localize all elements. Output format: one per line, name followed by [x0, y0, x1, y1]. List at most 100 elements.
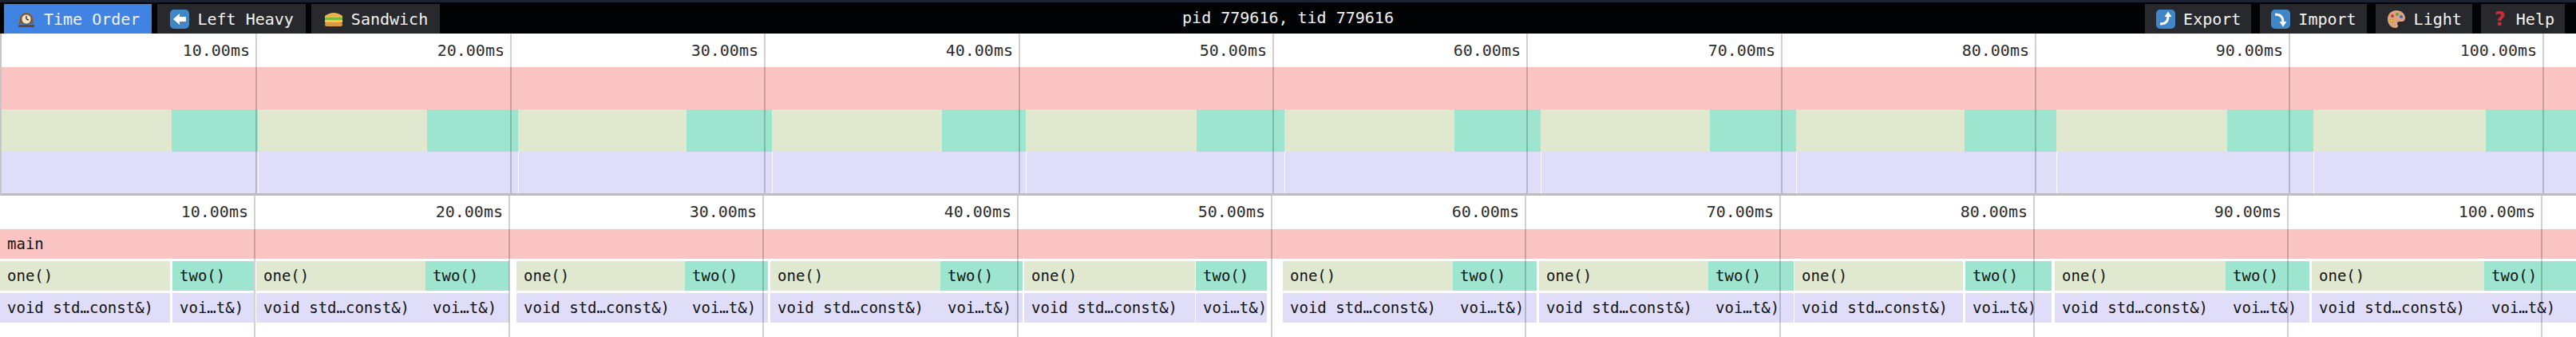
frame-sleep-one[interactable]: void std…const&)	[770, 293, 940, 323]
minimap-frame-one[interactable]	[258, 109, 427, 152]
frame-sleep-two[interactable]: voi…t&)	[425, 293, 509, 323]
frame-one[interactable]: one()	[770, 261, 940, 291]
frame-two[interactable]: two()	[2226, 261, 2309, 291]
frame-sleep-one[interactable]: void std…const&)	[1794, 293, 1963, 323]
minimap-row-sleep[interactable]	[2, 152, 2576, 193]
frame-sleep-one[interactable]: void std…const&)	[1283, 293, 1453, 323]
frame-two[interactable]: two()	[1453, 261, 1537, 291]
frame-sleep-two[interactable]: voi…t&)	[172, 293, 254, 323]
frame-main[interactable]: main	[0, 229, 2576, 259]
frame-two[interactable]: two()	[1965, 261, 2052, 291]
minimap-frame-one[interactable]	[1796, 109, 1965, 152]
minimap-section[interactable]: 10.00ms20.00ms30.00ms40.00ms50.00ms60.00…	[0, 34, 2576, 196]
ruler-tick-label: 10.00ms	[181, 196, 248, 228]
minimap-frame-two[interactable]	[1965, 109, 2056, 152]
frame-sleep-one[interactable]: void std…const&)	[0, 293, 170, 323]
tab-sandwich[interactable]: Sandwich	[311, 4, 440, 34]
clock-icon	[16, 9, 37, 30]
export-icon	[2155, 9, 2176, 30]
ruler-tick-label: 20.00ms	[437, 34, 505, 67]
frame-one[interactable]: one()	[1539, 261, 1708, 291]
frame-sleep-one[interactable]: void std…const&)	[1539, 293, 1708, 323]
minimap-frame-one[interactable]	[2056, 109, 2227, 152]
frame-one[interactable]: one()	[1794, 261, 1963, 291]
import-button[interactable]: Import	[2260, 4, 2366, 34]
minimap-frame-main[interactable]	[2, 67, 2576, 109]
flamechart-ruler[interactable]: 10.00ms20.00ms30.00ms40.00ms50.00ms60.00…	[0, 196, 2576, 228]
light-button[interactable]: Light	[2376, 4, 2472, 34]
button-label: Light	[2414, 10, 2462, 29]
ruler-tick-label: 90.00ms	[2214, 196, 2281, 228]
frame-sleep-one[interactable]: void std…const&)	[2055, 293, 2226, 323]
tab-time-order[interactable]: Time Order	[4, 4, 152, 34]
frame-label: void std…const&)	[1283, 293, 1453, 323]
frame-two[interactable]: two()	[425, 261, 509, 291]
minimap-frame-one[interactable]	[518, 109, 687, 152]
minimap-row-main[interactable]	[2, 67, 2576, 109]
minimap-frame-two[interactable]	[427, 109, 518, 152]
help-button[interactable]: ?Help	[2481, 4, 2565, 34]
frame-label: one()	[0, 261, 170, 291]
frame-sleep-one[interactable]: void std…const&)	[2312, 293, 2484, 323]
frame-sleep-two[interactable]: voi…t&)	[2226, 293, 2309, 323]
frame-one[interactable]: one()	[516, 261, 685, 291]
minimap-frame-two[interactable]	[172, 109, 258, 152]
ruler-tick-label: 70.00ms	[1707, 196, 1774, 228]
minimap-frame-two[interactable]	[1710, 109, 1796, 152]
minimap-frame-sleep[interactable]	[2, 152, 2576, 193]
minimap-flame[interactable]	[2, 67, 2576, 193]
frame-one[interactable]: one()	[256, 261, 425, 291]
minimap-frame-two[interactable]	[1454, 109, 1541, 152]
frame-sleep-one[interactable]: void std…const&)	[1024, 293, 1195, 323]
minimap-frame-one[interactable]	[2313, 109, 2486, 152]
frame-label: two()	[940, 261, 1023, 291]
minimap-frame-one[interactable]	[1026, 109, 1197, 152]
frame-sleep-two[interactable]: voi…t&)	[1965, 293, 2052, 323]
frame-one[interactable]: one()	[1283, 261, 1453, 291]
minimap-frame-two[interactable]	[2227, 109, 2313, 152]
frame-sleep-two[interactable]: voi…t&)	[1708, 293, 1794, 323]
frame-label: one()	[1024, 261, 1195, 291]
frame-two[interactable]: two()	[940, 261, 1023, 291]
minimap-frame-two[interactable]	[2486, 109, 2576, 152]
frame-one[interactable]: one()	[2312, 261, 2484, 291]
frame-two[interactable]: two()	[685, 261, 768, 291]
frame-label: void std…const&)	[1794, 293, 1963, 323]
toolbar-actions: Export Import Light ?Help	[2145, 4, 2565, 34]
frame-two[interactable]: two()	[1196, 261, 1267, 291]
flamechart-section[interactable]: 10.00ms20.00ms30.00ms40.00ms50.00ms60.00…	[0, 196, 2576, 337]
frame-two[interactable]: two()	[1708, 261, 1794, 291]
ruler-tick-label: 40.00ms	[946, 34, 1013, 67]
export-button[interactable]: Export	[2145, 4, 2251, 34]
speedscope-app: Time OrderLeft HeavySandwich pid 779616,…	[0, 0, 2576, 337]
frame-one[interactable]: one()	[1024, 261, 1195, 291]
frame-one[interactable]: one()	[0, 261, 170, 291]
minimap-frame-one[interactable]	[1541, 109, 1710, 152]
frame-sleep-two[interactable]: voi…t&)	[2484, 293, 2576, 323]
minimap-frame-two[interactable]	[1197, 109, 1284, 152]
frame-label: voi…t&)	[685, 293, 768, 323]
frame-sleep-two[interactable]: voi…t&)	[685, 293, 768, 323]
frame-sleep-two[interactable]: voi…t&)	[1453, 293, 1537, 323]
frame-sleep-one[interactable]: void std…const&)	[516, 293, 685, 323]
tab-left-heavy[interactable]: Left Heavy	[157, 4, 305, 34]
minimap-frame-one[interactable]	[1284, 109, 1454, 152]
minimap-frame-one[interactable]	[772, 109, 942, 152]
frame-two[interactable]: two()	[172, 261, 254, 291]
minimap-ruler[interactable]: 10.00ms20.00ms30.00ms40.00ms50.00ms60.00…	[2, 34, 2576, 67]
frame-sleep-two[interactable]: voi…t&)	[940, 293, 1023, 323]
frame-label: void std…const&)	[516, 293, 685, 323]
frame-one[interactable]: one()	[2055, 261, 2226, 291]
toolbar-top-strip	[0, 0, 2576, 2]
frame-sleep-two[interactable]: voi…t&)	[1196, 293, 1267, 323]
minimap-frame-one[interactable]	[2, 109, 172, 152]
flamechart-rows: mainone()two()one()two()one()two()one()t…	[0, 228, 2576, 323]
help-icon: ?	[2491, 9, 2509, 30]
ruler-tick-label: 50.00ms	[1198, 196, 1265, 228]
frame-two[interactable]: two()	[2484, 261, 2576, 291]
minimap-row-one-two[interactable]	[2, 109, 2576, 152]
minimap-frame-two[interactable]	[942, 109, 1026, 152]
frame-label: voi…t&)	[425, 293, 509, 323]
frame-sleep-one[interactable]: void std…const&)	[256, 293, 425, 323]
minimap-frame-two[interactable]	[687, 109, 772, 152]
